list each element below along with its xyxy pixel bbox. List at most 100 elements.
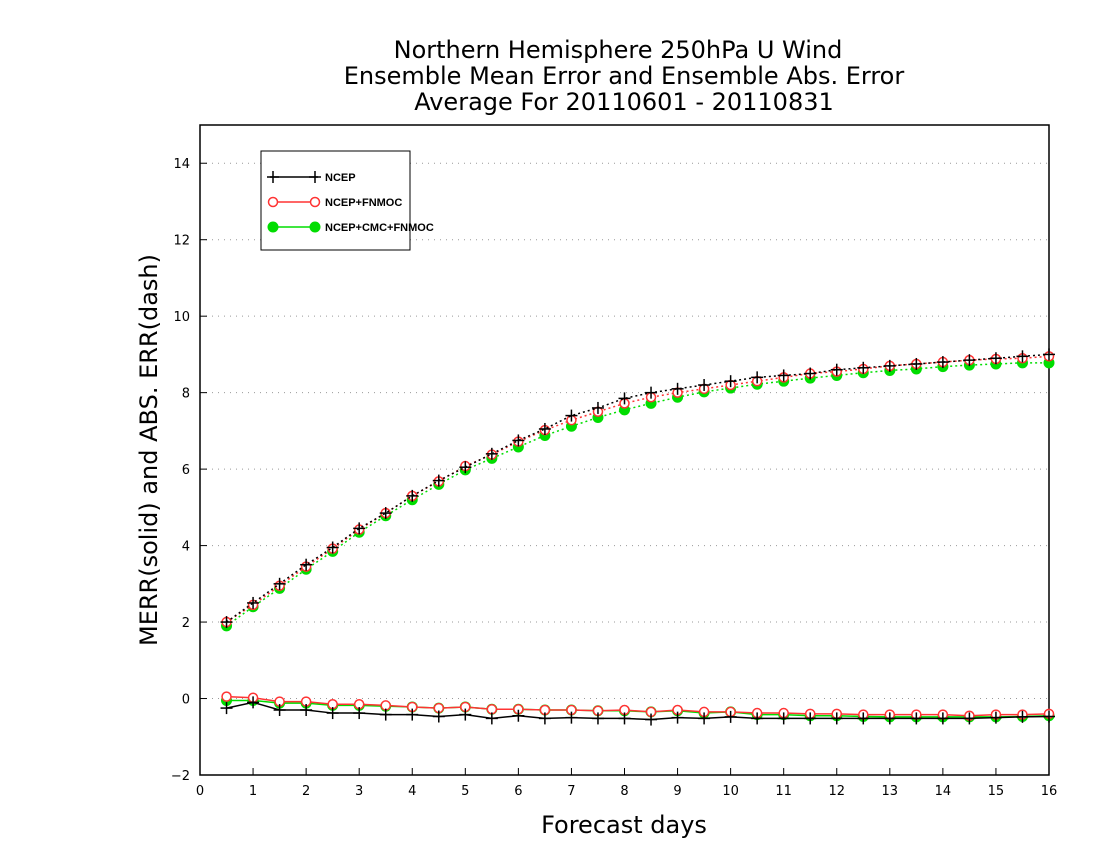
x-tick-label: 4 <box>408 784 416 799</box>
x-tick-label: 0 <box>196 784 204 799</box>
data-point-abs-err <box>698 379 711 391</box>
data-point-abs-err <box>353 522 366 535</box>
data-point-abs-err <box>883 359 896 372</box>
y-axis-label: MERR(solid) and ABS. ERR(dash) <box>135 254 163 646</box>
data-point-merr <box>963 712 976 725</box>
data-point-abs-err <box>432 474 445 487</box>
x-axis-label: Forecast days <box>541 811 707 839</box>
x-tick-label: 1 <box>249 784 257 799</box>
data-point-merr <box>777 712 790 725</box>
data-point-merr <box>326 707 339 720</box>
data-point-abs-err <box>671 382 684 395</box>
data-point-merr <box>538 712 551 725</box>
y-tick-label: −2 <box>171 769 190 784</box>
y-tick-label: 12 <box>173 234 190 249</box>
data-point-abs-err <box>645 386 658 399</box>
data-point-merr <box>300 704 313 716</box>
data-point-abs-err <box>989 352 1002 365</box>
x-tick-label: 3 <box>355 784 363 799</box>
x-tick-label: 13 <box>882 784 899 799</box>
data-point-merr <box>406 708 419 721</box>
title-line-1: Northern Hemisphere 250hPa U Wind <box>394 36 843 64</box>
y-tick-label: 0 <box>182 693 190 708</box>
data-point-merr <box>221 691 232 702</box>
data-point-merr <box>459 708 472 721</box>
data-point-abs-err <box>326 541 339 554</box>
legend-swatch-marker <box>267 221 279 233</box>
x-tick-label: 12 <box>828 784 845 799</box>
legend-label: NCEP+CMC+FNMOC <box>325 222 434 234</box>
data-point-merr <box>565 711 578 724</box>
x-tick-label: 11 <box>775 784 792 799</box>
data-point-merr <box>883 712 896 725</box>
legend-swatch-marker <box>309 221 321 233</box>
data-point-merr <box>910 712 923 725</box>
data-point-merr <box>618 712 631 725</box>
y-tick-label: 4 <box>182 540 190 555</box>
data-point-abs-err <box>273 577 286 590</box>
data-point-abs-err <box>565 409 578 422</box>
data-point-merr <box>724 710 737 723</box>
data-point-abs-err <box>857 361 870 374</box>
x-axis-ticks: 0 1 2 3 4 5 6 7 8 9 10 11 12 13 14 15 16 <box>196 768 1057 799</box>
data-point-merr <box>989 711 1002 724</box>
data-point-merr <box>432 710 445 723</box>
legend-label: NCEP <box>325 172 356 184</box>
x-tick-label: 10 <box>722 784 739 799</box>
x-tick-label: 16 <box>1041 784 1058 799</box>
series-line-abs-err <box>226 362 1049 627</box>
chart-title: Northern Hemisphere 250hPa U Wind Ensemb… <box>344 36 905 116</box>
y-tick-label: 14 <box>173 157 190 172</box>
data-point-abs-err <box>910 357 923 370</box>
y-tick-label: 2 <box>182 616 190 631</box>
data-point-abs-err <box>724 375 737 388</box>
data-point-abs-err <box>247 596 260 609</box>
data-point-abs-err <box>1043 348 1055 361</box>
data-point-merr <box>936 712 949 725</box>
data-point-merr <box>379 708 392 721</box>
y-tick-label: 6 <box>182 463 190 478</box>
legend-swatch-marker <box>309 171 321 183</box>
data-point-merr <box>1016 710 1029 723</box>
x-tick-label: 14 <box>935 784 952 799</box>
data-point-merr <box>273 704 286 716</box>
data-point-merr <box>591 712 604 725</box>
x-tick-label: 6 <box>514 784 522 799</box>
legend-swatch-marker <box>267 171 279 183</box>
data-point-merr <box>512 709 525 722</box>
data-point-abs-err <box>963 354 976 367</box>
legend-label: NCEP+FNMOC <box>325 197 402 209</box>
data-point-abs-err <box>751 371 764 384</box>
data-point-merr <box>804 712 817 725</box>
y-tick-label: 10 <box>173 310 190 325</box>
data-point-abs-err <box>830 363 843 376</box>
x-tick-label: 15 <box>988 784 1005 799</box>
series-layer <box>220 348 1055 726</box>
data-point-merr <box>830 712 843 725</box>
x-tick-label: 9 <box>673 784 681 799</box>
data-point-abs-err <box>936 356 949 369</box>
y-axis-ticks: −2 0 2 4 6 8 10 12 14 <box>171 157 207 784</box>
series-line-abs-err <box>226 355 1050 623</box>
y-tick-label: 8 <box>182 387 190 402</box>
data-point-abs-err <box>804 367 817 380</box>
data-point-abs-err <box>538 422 551 435</box>
data-point-merr <box>247 696 260 709</box>
data-point-abs-err <box>220 616 233 629</box>
data-point-merr <box>220 702 233 715</box>
x-tick-label: 5 <box>461 784 469 799</box>
data-point-merr <box>486 703 498 715</box>
data-point-abs-err <box>485 447 498 460</box>
data-point-abs-err <box>406 489 419 502</box>
gridlines <box>200 162 1049 776</box>
data-point-abs-err <box>618 392 631 405</box>
data-point-merr <box>645 713 658 726</box>
legend: NCEP NCEP+FNMOC NCEP+CMC+FNMOC <box>260 150 434 251</box>
data-point-merr <box>353 707 366 720</box>
data-point-merr <box>857 712 870 725</box>
data-point-abs-err <box>1016 350 1029 363</box>
x-tick-label: 8 <box>620 784 628 799</box>
data-point-abs-err <box>591 401 604 414</box>
data-point-merr <box>485 712 498 725</box>
